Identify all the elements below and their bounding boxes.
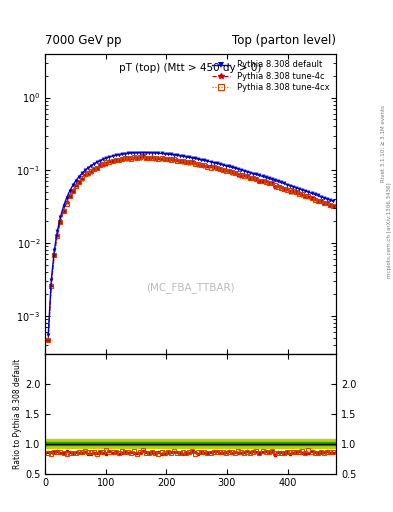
Legend: Pythia 8.308 default, Pythia 8.308 tune-4c, Pythia 8.308 tune-4cx: Pythia 8.308 default, Pythia 8.308 tune-…: [209, 58, 332, 94]
Text: Top (parton level): Top (parton level): [232, 34, 336, 47]
Text: (MC_FBA_TTBAR): (MC_FBA_TTBAR): [146, 282, 235, 293]
Bar: [45, 442, 336, 445]
Text: Rivet 3.1.10; ≥ 3.1M events: Rivet 3.1.10; ≥ 3.1M events: [381, 105, 386, 182]
Text: mcplots.cern.ch [arXiv:1306.3436]: mcplots.cern.ch [arXiv:1306.3436]: [387, 183, 391, 278]
Y-axis label: Ratio to Pythia 8.308 default: Ratio to Pythia 8.308 default: [13, 358, 22, 469]
Text: pT (top) (Mtt > 450 dy > 0): pT (top) (Mtt > 450 dy > 0): [119, 63, 262, 73]
Bar: [45, 439, 336, 448]
Text: 7000 GeV pp: 7000 GeV pp: [45, 34, 122, 47]
